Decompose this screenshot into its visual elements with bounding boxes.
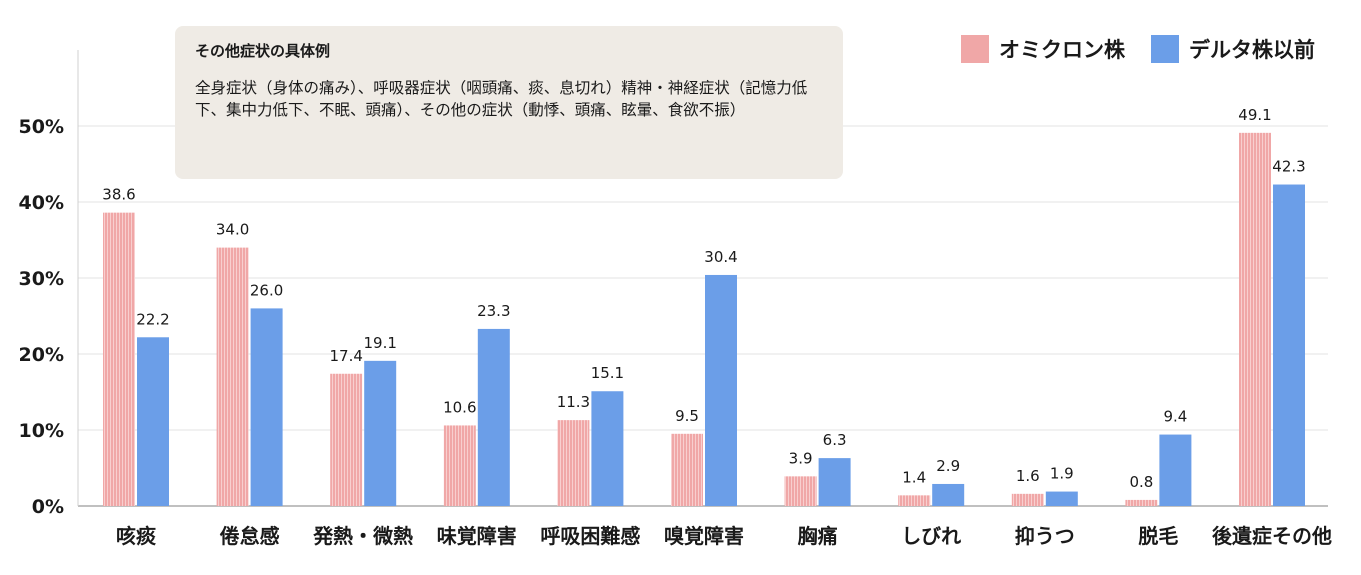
bar-delta bbox=[591, 391, 624, 506]
data-label: 19.1 bbox=[363, 334, 396, 352]
legend-swatch-omicron bbox=[961, 35, 989, 63]
x-tick-label: 咳痰 bbox=[116, 524, 157, 548]
x-tick-label: しびれ bbox=[901, 524, 961, 548]
y-tick-label: 10% bbox=[19, 420, 64, 442]
data-label: 17.4 bbox=[329, 347, 362, 365]
data-label: 9.4 bbox=[1163, 408, 1187, 426]
y-tick-label: 30% bbox=[19, 268, 64, 290]
x-tick-label: 抑うつ bbox=[1015, 524, 1075, 548]
bar-omicron bbox=[671, 433, 703, 506]
x-tick-label: 味覚障害 bbox=[437, 524, 517, 548]
y-axis: 0% 10% 20% 30% 40% 50% bbox=[19, 116, 64, 518]
legend-label-omicron: オミクロン株 bbox=[999, 38, 1125, 62]
bars: 38.6 22.2 34.0 26.0 17.419.1 10.6 23.3 11.315.1… bbox=[102, 106, 1306, 506]
data-label: 38.6 bbox=[102, 186, 135, 204]
legend: オミクロン株 デルタ株以前 bbox=[961, 34, 1315, 64]
bar-omicron bbox=[784, 476, 817, 506]
bar-delta bbox=[932, 483, 965, 506]
data-label: 1.6 bbox=[1016, 467, 1040, 485]
data-label: 6.3 bbox=[823, 431, 847, 449]
bar-omicron bbox=[330, 373, 363, 506]
data-label: 15.1 bbox=[591, 364, 624, 382]
bar-omicron bbox=[898, 495, 931, 506]
x-tick-label: 呼吸困難感 bbox=[540, 524, 640, 548]
legend-item-delta: デルタ株以前 bbox=[1151, 34, 1315, 64]
x-tick-label: 後遺症その他 bbox=[1212, 524, 1332, 548]
data-label: 10.6 bbox=[443, 398, 476, 416]
bar-delta bbox=[1159, 434, 1192, 506]
bar-omicron bbox=[557, 420, 590, 506]
bar-omicron bbox=[443, 425, 476, 506]
bar-omicron bbox=[103, 212, 135, 506]
y-tick-label: 40% bbox=[19, 192, 64, 214]
note-box: その他症状の具体例 全身症状（身体の痛み）、呼吸器症状（咽頭痛、痰、息切れ）精神… bbox=[175, 26, 843, 179]
data-label: 30.4 bbox=[704, 248, 737, 266]
data-label: 42.3 bbox=[1272, 158, 1305, 176]
data-label: 0.8 bbox=[1129, 473, 1153, 491]
data-label: 23.3 bbox=[477, 302, 510, 320]
bar-delta bbox=[1045, 491, 1078, 506]
x-axis: 咳痰 倦怠感 発熱・微熱 味覚障害 呼吸困難感 嗅覚障害 胸痛 しびれ 抑うつ 脱毛 後遺症その他 bbox=[116, 524, 1332, 548]
data-label: 26.0 bbox=[250, 281, 283, 299]
bar-delta bbox=[137, 337, 169, 506]
x-tick-label: 発熱・微熱 bbox=[312, 524, 413, 548]
bar-delta bbox=[364, 360, 397, 506]
x-tick-label: 脱毛 bbox=[1138, 524, 1178, 548]
data-label: 22.2 bbox=[136, 310, 169, 328]
data-label: 3.9 bbox=[789, 449, 813, 467]
legend-item-omicron: オミクロン株 bbox=[961, 34, 1125, 64]
bar-delta bbox=[818, 458, 851, 506]
legend-label-delta: デルタ株以前 bbox=[1189, 38, 1315, 62]
x-tick-label: 倦怠感 bbox=[220, 524, 280, 548]
data-label: 11.3 bbox=[557, 393, 590, 411]
bar-delta bbox=[477, 328, 510, 506]
data-label: 2.9 bbox=[936, 457, 960, 475]
x-tick-label: 胸痛 bbox=[798, 524, 838, 548]
bar-delta bbox=[1273, 184, 1305, 506]
bar-omicron bbox=[1125, 499, 1158, 506]
y-tick-label: 0% bbox=[32, 496, 64, 518]
bar-omicron bbox=[216, 247, 249, 506]
bar-omicron bbox=[1239, 132, 1271, 506]
data-label: 9.5 bbox=[675, 407, 699, 425]
data-label: 1.4 bbox=[902, 468, 926, 486]
x-tick-label: 嗅覚障害 bbox=[664, 524, 744, 548]
note-title: その他症状の具体例 bbox=[195, 42, 331, 60]
data-label: 49.1 bbox=[1238, 106, 1271, 124]
bar-delta bbox=[250, 308, 283, 506]
y-tick-label: 20% bbox=[19, 344, 64, 366]
bar-delta bbox=[705, 274, 737, 506]
note-body: 全身症状（身体の痛み）、呼吸器症状（咽頭痛、痰、息切れ）精神・神経症状（記憶力低… bbox=[195, 79, 808, 119]
data-label: 1.9 bbox=[1050, 465, 1074, 483]
bar-omicron bbox=[1011, 493, 1044, 506]
data-label: 34.0 bbox=[216, 221, 249, 239]
legend-swatch-delta bbox=[1151, 35, 1179, 63]
y-tick-label: 50% bbox=[19, 116, 64, 138]
